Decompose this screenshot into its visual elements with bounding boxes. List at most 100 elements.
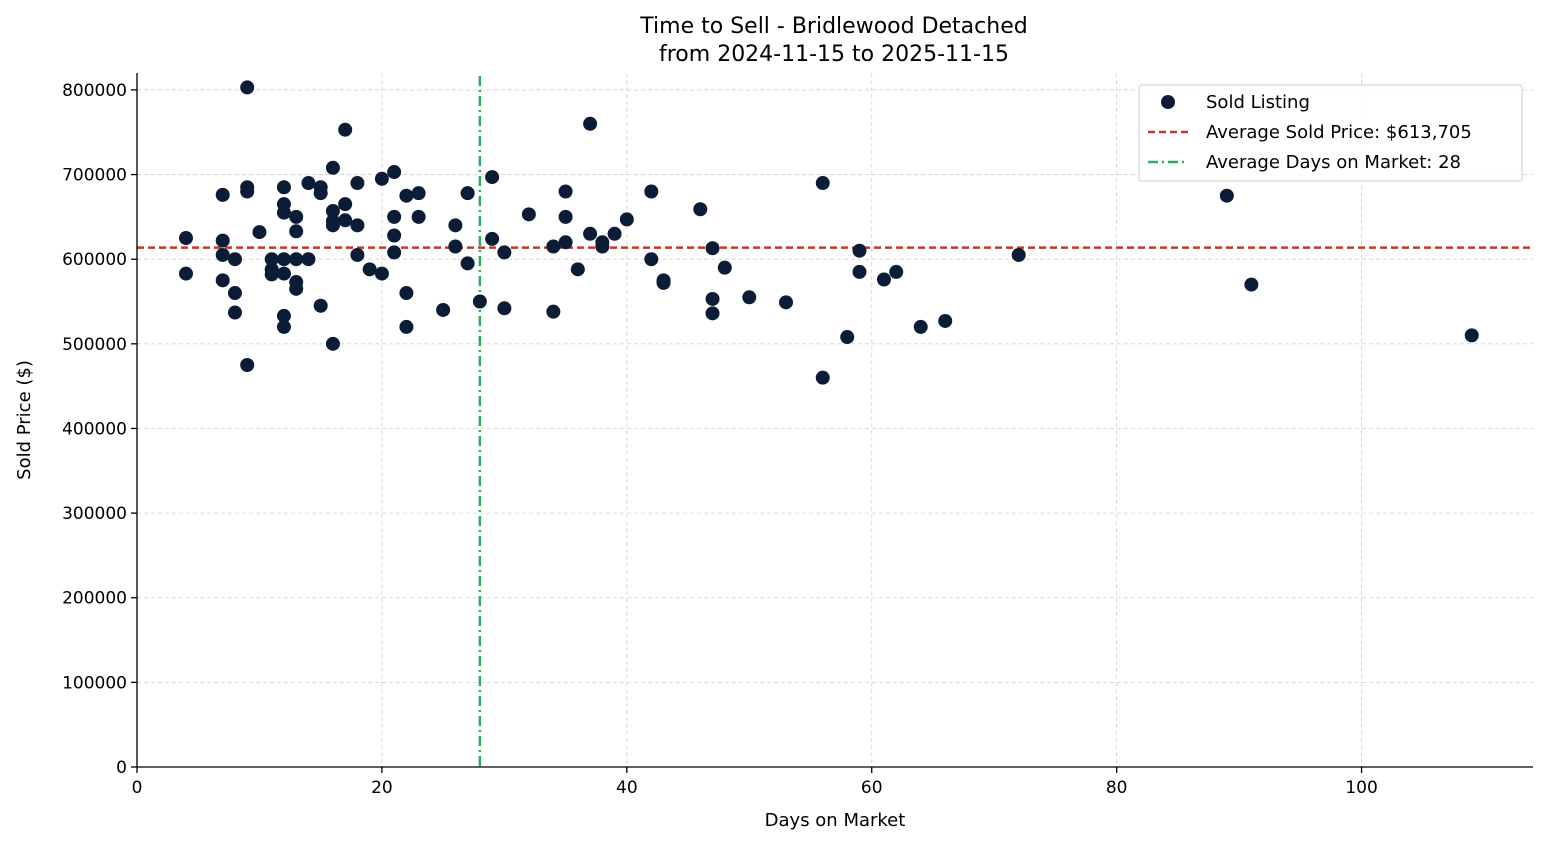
- sold-listing-point: [338, 213, 353, 228]
- sold-listing-point: [276, 319, 291, 334]
- sold-listing-point: [570, 262, 585, 277]
- sold-listing-point: [460, 186, 475, 201]
- sold-listing-point: [938, 313, 953, 328]
- sold-listing-point: [374, 171, 389, 186]
- data-points: [178, 80, 1479, 385]
- y-tick-label: 600000: [62, 250, 127, 270]
- x-tick-label: 100: [1345, 778, 1377, 798]
- sold-listing-point: [178, 266, 193, 281]
- sold-listing-point: [448, 218, 463, 233]
- legend-label-avg-days: Average Days on Market: 28: [1206, 152, 1461, 173]
- sold-listing-point: [240, 80, 255, 95]
- sold-listing-point: [325, 218, 340, 233]
- legend-box: [1138, 84, 1523, 182]
- sold-listing-point: [889, 264, 904, 279]
- chart-subtitle: from 2024-11-15 to 2025-11-15: [659, 42, 1009, 67]
- sold-listing-point: [289, 224, 304, 239]
- sold-listing-point: [705, 306, 720, 321]
- sold-listing-point: [558, 235, 573, 250]
- sold-listing-point: [387, 209, 402, 224]
- y-tick-label: 200000: [62, 589, 127, 609]
- legend: Sold Listing Average Sold Price: $613,70…: [1138, 84, 1523, 182]
- sold-listing-point: [595, 239, 610, 254]
- sold-listing-point: [546, 239, 561, 254]
- sold-listing-point: [742, 290, 757, 305]
- sold-listing-point: [374, 266, 389, 281]
- sold-listing-point: [607, 226, 622, 241]
- sold-listing-point: [313, 298, 328, 313]
- sold-listing-point: [460, 256, 475, 271]
- sold-listing-point: [497, 245, 512, 260]
- sold-listing-point: [815, 370, 830, 385]
- sold-listing-point: [227, 286, 242, 301]
- sold-listing-point: [215, 233, 230, 248]
- sold-listing-point: [558, 209, 573, 224]
- sold-listing-point: [362, 262, 377, 277]
- sold-listing-point: [215, 247, 230, 262]
- sold-listing-point: [338, 122, 353, 137]
- sold-listing-point: [289, 281, 304, 296]
- sold-listing-point: [399, 319, 414, 334]
- y-axis-label: Sold Price ($): [14, 360, 35, 480]
- x-tick-label: 40: [616, 778, 638, 798]
- sold-listing-point: [852, 243, 867, 258]
- sold-listing-point: [411, 186, 426, 201]
- sold-listing-point: [215, 273, 230, 288]
- sold-listing-point: [325, 203, 340, 218]
- y-tick-label: 500000: [62, 335, 127, 355]
- sold-listing-point: [301, 176, 316, 191]
- sold-listing-point: [840, 330, 855, 345]
- sold-listing-point: [350, 218, 365, 233]
- sold-listing-point: [399, 188, 414, 203]
- sold-listing-point: [485, 170, 500, 185]
- sold-listing-point: [472, 294, 487, 309]
- sold-listing-point: [387, 245, 402, 260]
- sold-listing-point: [276, 205, 291, 220]
- sold-listing-point: [399, 286, 414, 301]
- sold-listing-point: [644, 252, 659, 267]
- sold-listing-point: [693, 202, 708, 217]
- sold-listing-point: [350, 247, 365, 262]
- sold-listing-point: [448, 239, 463, 254]
- sold-listing-point: [656, 275, 671, 290]
- sold-listing-point: [497, 301, 512, 316]
- sold-listing-point: [350, 176, 365, 191]
- sold-listing-point: [436, 302, 451, 317]
- reference-lines: [137, 76, 1533, 767]
- y-ticks: 0 100000 200000 300000 400000 500000 600000 700…: [62, 81, 137, 778]
- y-tick-label: 800000: [62, 81, 127, 101]
- sold-listing-point: [264, 267, 279, 282]
- sold-listing-point: [1219, 188, 1234, 203]
- sold-listing-point: [1244, 277, 1259, 292]
- y-tick-label: 100000: [62, 673, 127, 693]
- chart-title: Time to Sell - Bridlewood Detached: [639, 14, 1027, 39]
- x-ticks: 0 20 40 60 80 100: [132, 767, 1378, 798]
- x-tick-label: 80: [1106, 778, 1128, 798]
- sold-listing-point: [276, 266, 291, 281]
- sold-listing-point: [325, 336, 340, 351]
- sold-listing-point: [1011, 247, 1026, 262]
- sold-listing-point: [583, 116, 598, 131]
- sold-listing-point: [387, 165, 402, 180]
- sold-listing-point: [178, 231, 193, 246]
- legend-label-sold-listing: Sold Listing: [1206, 92, 1310, 113]
- sold-listing-point: [705, 291, 720, 306]
- sold-listing-point: [411, 209, 426, 224]
- sold-listing-point: [276, 180, 291, 195]
- x-tick-label: 60: [861, 778, 883, 798]
- sold-listing-point: [779, 295, 794, 310]
- sold-listing-point: [619, 212, 634, 227]
- legend-marker-sold-listing: [1161, 95, 1175, 109]
- sold-listing-point: [240, 184, 255, 199]
- sold-listing-point: [276, 308, 291, 323]
- sold-listing-point: [521, 207, 536, 222]
- sold-listing-point: [876, 272, 891, 287]
- y-tick-label: 700000: [62, 166, 127, 186]
- sold-listing-point: [546, 304, 561, 319]
- sold-listing-point: [227, 305, 242, 320]
- legend-label-avg-price: Average Sold Price: $613,705: [1206, 122, 1472, 143]
- sold-listing-point: [583, 226, 598, 241]
- x-tick-label: 20: [371, 778, 393, 798]
- x-axis-label: Days on Market: [765, 810, 906, 831]
- sold-listing-point: [705, 241, 720, 256]
